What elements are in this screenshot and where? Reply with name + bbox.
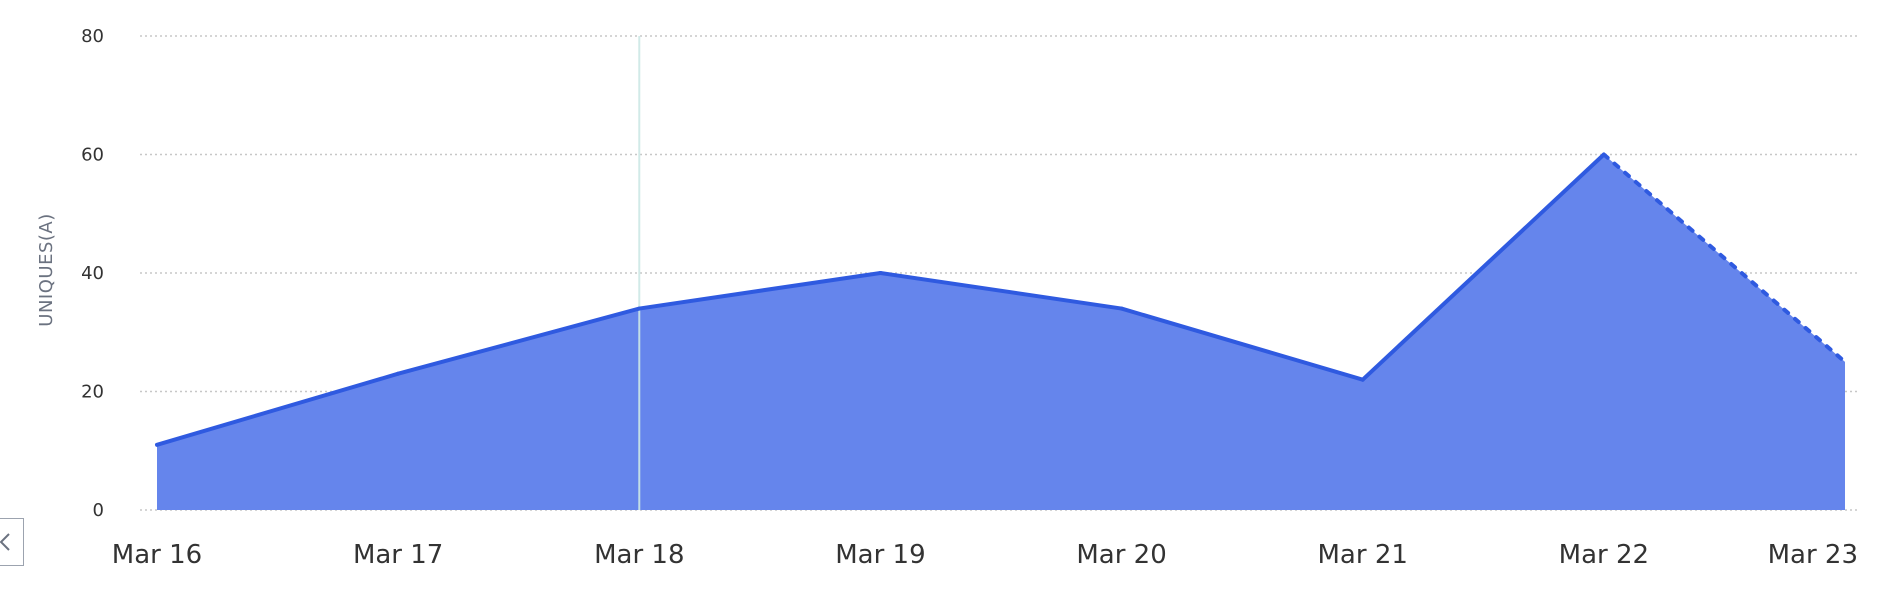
x-tick-label: Mar 19 bbox=[835, 540, 925, 570]
line-segment bbox=[396, 306, 642, 376]
line-segment bbox=[1119, 306, 1365, 382]
y-tick-label: 20 bbox=[81, 382, 104, 403]
collapse-button[interactable] bbox=[0, 518, 24, 566]
x-tick-label: Mar 17 bbox=[353, 540, 443, 570]
y-tick-label: 80 bbox=[81, 26, 104, 47]
x-tick-label: Mar 16 bbox=[112, 540, 202, 570]
series-line bbox=[155, 152, 1847, 447]
chevron-left-icon bbox=[0, 533, 10, 551]
series-area bbox=[157, 154, 1845, 510]
line-segment bbox=[878, 271, 1124, 311]
area-fill bbox=[157, 154, 1845, 510]
x-tick-label: Mar 18 bbox=[594, 540, 684, 570]
line-segment bbox=[155, 371, 401, 447]
line-segment-incomplete bbox=[1601, 152, 1847, 364]
x-axis-ticks: Mar 16 Mar 17 Mar 18 Mar 19 Mar 20 Mar 21 Mar … bbox=[112, 540, 1858, 570]
y-tick-label: 40 bbox=[81, 263, 104, 284]
x-tick-label: Mar 21 bbox=[1318, 540, 1408, 570]
x-tick-label: Mar 22 bbox=[1559, 540, 1649, 570]
y-axis-ticks: 0 20 40 60 80 bbox=[81, 26, 104, 521]
x-tick-label: Mar 20 bbox=[1076, 540, 1166, 570]
x-tick-label: Mar 23 bbox=[1768, 540, 1858, 570]
line-segment bbox=[637, 271, 883, 311]
line-segment bbox=[1360, 152, 1606, 382]
y-tick-label: 0 bbox=[93, 500, 104, 521]
y-tick-label: 60 bbox=[81, 145, 104, 166]
y-axis-label: UNIQUES(A) bbox=[36, 213, 57, 326]
